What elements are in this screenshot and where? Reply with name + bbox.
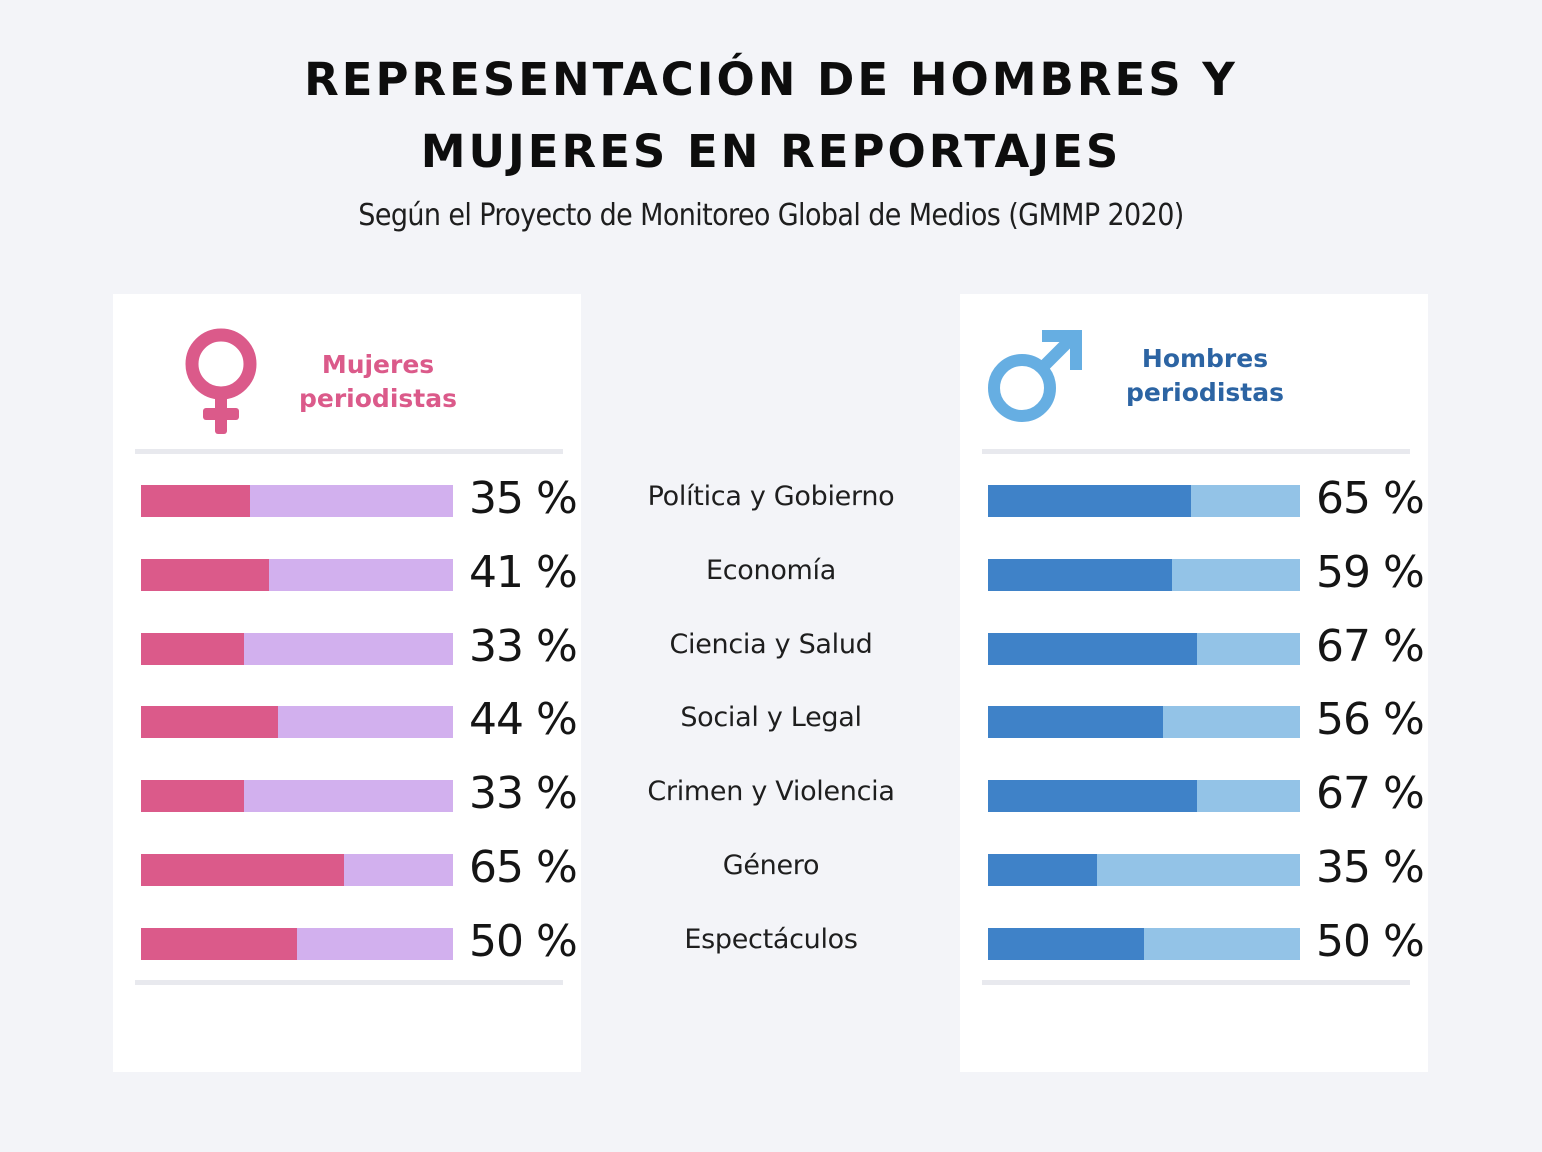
men-bar-track	[988, 854, 1300, 886]
men-bar-fill	[988, 706, 1163, 739]
women-value-label: 65 %	[469, 842, 578, 893]
women-bar-fill	[141, 780, 244, 813]
women-bar-track	[141, 854, 453, 886]
women-bar-track	[141, 558, 453, 591]
men-value-label: 65 %	[1316, 473, 1425, 524]
men-legend-label: Hombres periodistas	[1095, 342, 1315, 410]
female-symbol-icon	[185, 328, 257, 434]
women-bar-fill	[141, 485, 251, 517]
men-bar-fill	[988, 854, 1098, 886]
women-value-label: 44 %	[469, 694, 578, 746]
category-label: Crimen y Violencia	[647, 776, 895, 808]
men-bar-track	[988, 632, 1300, 665]
women-bar-track	[141, 485, 453, 517]
women-value-label: 35 %	[469, 473, 578, 524]
women-bar-fill	[141, 632, 244, 665]
divider	[982, 980, 1410, 985]
women-panel: Mujeres periodistas 35 % 41 % 33 % 44 % 33 %…	[113, 294, 581, 1072]
title-line-1: REPRESENTACIÓN DE HOMBRES Y	[304, 53, 1238, 106]
men-label-line-1: Hombres	[1141, 344, 1269, 373]
men-bar-fill	[988, 632, 1198, 665]
chart-subtitle: Según el Proyecto de Monitoreo Global de…	[358, 198, 1184, 233]
women-value-label: 50 %	[469, 915, 578, 967]
women-bar-fill	[141, 558, 269, 591]
women-bar-fill	[141, 706, 279, 739]
women-bar-track	[141, 780, 453, 813]
women-value-label: 33 %	[469, 768, 578, 820]
men-label-line-2: periodistas	[1126, 378, 1284, 407]
women-bar-fill	[141, 927, 297, 960]
women-legend-label: Mujeres periodistas	[278, 348, 478, 416]
men-value-label: 67 %	[1316, 768, 1425, 820]
women-bar-track	[141, 927, 453, 960]
men-bar-track	[988, 558, 1300, 591]
men-value-label: 67 %	[1316, 620, 1425, 672]
men-value-label: 35 %	[1316, 842, 1425, 893]
women-bar-track	[141, 632, 453, 665]
men-bar-track	[988, 780, 1300, 813]
women-value-label: 33 %	[469, 620, 578, 672]
chart-title: REPRESENTACIÓN DE HOMBRES Y MUJERES EN R…	[0, 44, 1542, 188]
category-label: Género	[722, 850, 820, 881]
men-value-label: 50 %	[1316, 915, 1425, 967]
women-label-line-1: Mujeres	[321, 350, 435, 379]
category-label: Ciencia y Salud	[669, 628, 873, 660]
women-label-line-2: periodistas	[299, 384, 457, 413]
title-line-2: MUJERES EN REPORTAJES	[420, 125, 1122, 178]
men-bar-fill	[988, 558, 1173, 591]
men-value-label: 56 %	[1316, 694, 1425, 746]
divider	[135, 980, 563, 985]
men-bar-track	[988, 485, 1300, 517]
men-bar-fill	[988, 780, 1198, 813]
men-bar-fill	[988, 485, 1191, 517]
category-label: Política y Gobierno	[647, 481, 895, 512]
men-bar-track	[988, 927, 1300, 960]
men-value-label: 59 %	[1316, 546, 1425, 598]
men-bar-fill	[988, 927, 1144, 960]
women-value-label: 41 %	[469, 546, 578, 598]
male-symbol-icon	[988, 330, 1082, 422]
men-panel: Hombres periodistas 65 % 59 % 67 % 56 % 67 %…	[960, 294, 1428, 1072]
divider	[135, 449, 563, 454]
category-label: Economía	[705, 554, 836, 586]
men-bar-track	[988, 706, 1300, 739]
women-bar-fill	[141, 854, 344, 886]
divider	[982, 449, 1410, 454]
category-label: Social y Legal	[680, 702, 862, 734]
women-bar-track	[141, 706, 453, 739]
category-label: Espectáculos	[684, 923, 858, 955]
